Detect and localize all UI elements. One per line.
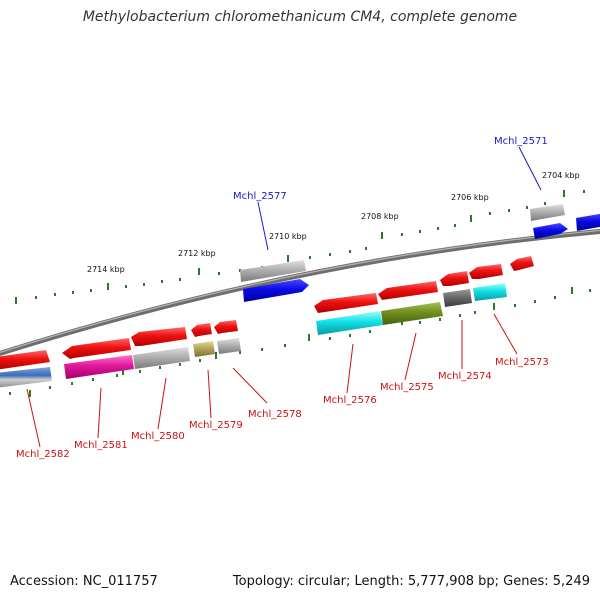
gene-grey-2580[interactable] [133,347,190,369]
kbp-label-2710: 2710 kbp [269,232,307,241]
gene-label-2571: Mchl_2571 [494,136,548,147]
gene-label-2581: Mchl_2581 [74,440,128,451]
gene-magenta-2581[interactable] [64,355,134,379]
gene-red-2582-arrow[interactable] [0,350,50,370]
gene-blue-2571[interactable] [533,223,568,239]
gene-red-right-arrow[interactable] [510,256,534,271]
kbp-label-2708: 2708 kbp [361,212,399,221]
gene-grey-2571-forward[interactable] [530,204,565,221]
gene-red-2573-arrow[interactable] [469,264,503,279]
gene-label-2574: Mchl_2574 [438,371,492,382]
gene-label-2576: Mchl_2576 [323,395,377,406]
outer-tick-row [15,190,585,304]
kbp-label-2704: 2704 kbp [542,171,580,180]
gene-red-2580-arrow[interactable] [131,327,187,346]
gene-steel-2582[interactable] [0,367,52,388]
gene-olive-2575[interactable] [381,302,443,325]
gene-cyan-2573[interactable] [473,283,507,301]
gene-label-2573: Mchl_2573 [495,357,549,368]
genome-backbone [0,228,600,357]
inner-tick-row [9,287,591,397]
gene-red-2579-arrow[interactable] [191,323,212,337]
gene-label-2577: Mchl_2577 [233,191,287,202]
gene-red-2576-arrow[interactable] [314,293,378,313]
gene-blue-2577[interactable] [243,279,309,302]
gene-red-2578-arrow[interactable] [214,320,238,334]
gene-grey-2577-forward[interactable] [240,260,306,282]
bottom-label-connectors [26,313,518,448]
gene-blue-right-edge[interactable] [576,213,600,231]
gene-cyan-2576[interactable] [316,311,383,335]
kbp-label-2714: 2714 kbp [87,265,125,274]
gene-label-2578: Mchl_2578 [248,409,302,420]
gene-red-2575-arrow[interactable] [378,281,438,300]
accession-text: Accession: NC_011757 [10,574,158,589]
genome-title: Methylobacterium chloromethanicum CM4, c… [82,9,518,25]
gene-label-2579: Mchl_2579 [189,420,243,431]
gene-dark-2574[interactable] [443,289,472,307]
kbp-label-2706: 2706 kbp [451,193,489,202]
gene-label-2575: Mchl_2575 [380,382,434,393]
topology-text: Topology: circular; Length: 5,777,908 bp… [232,574,590,589]
gene-label-2580: Mchl_2580 [131,431,185,442]
genome-backbone-highlight [0,229,600,354]
top-label-connectors [257,146,542,251]
gene-label-2582: Mchl_2582 [16,449,70,460]
gene-red-2574-arrow[interactable] [440,271,469,286]
gene-grey-2578[interactable] [217,338,241,354]
kbp-label-2712: 2712 kbp [178,249,216,258]
gene-khaki-2579[interactable] [193,341,215,357]
gene-red-2581-arrow[interactable] [62,338,131,359]
